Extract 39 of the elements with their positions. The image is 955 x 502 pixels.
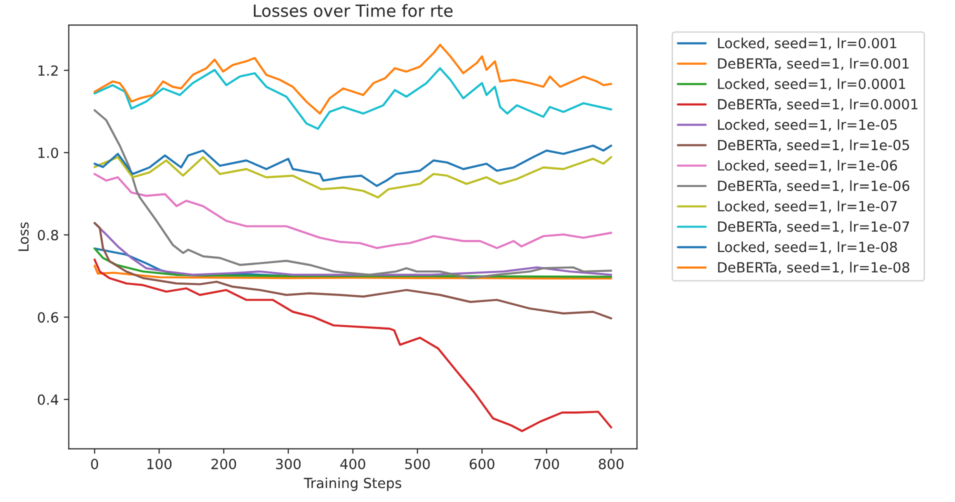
- legend-label: DeBERTa, seed=1, lr=0.0001: [718, 98, 918, 111]
- line-series: [94, 109, 612, 280]
- y-tick-label: 0.6: [38, 312, 58, 323]
- x-tick-label: 400: [340, 458, 366, 470]
- y-tick-label: 0.8: [38, 230, 58, 240]
- x-tick-label: 800: [598, 458, 624, 470]
- x-tick-label: 100: [147, 458, 172, 470]
- y-tick-label: 0.4: [38, 394, 58, 405]
- x-tick-label: 700: [534, 458, 559, 470]
- y-axis-title: Loss: [18, 222, 29, 251]
- legend-label: DeBERTa, seed=1, lr=1e-06: [718, 180, 910, 192]
- x-tick-label: 600: [470, 458, 494, 470]
- y-tick-label: 1.2: [38, 65, 58, 76]
- legend-label: Locked, seed=1, lr=1e-08: [718, 241, 897, 254]
- legend-label: Locked, seed=1, lr=1e-06: [718, 160, 897, 172]
- legend-label: DeBERTa, seed=1, lr=0.001: [718, 58, 909, 70]
- x-tick-label: 0: [91, 458, 98, 470]
- legend-label: Locked, seed=1, lr=0.0001: [718, 78, 906, 91]
- legend-label: Locked, seed=1, lr=0.001: [718, 38, 896, 50]
- legend-label: DeBERTa, seed=1, lr=1e-07: [718, 221, 910, 234]
- line-series: [94, 144, 612, 187]
- line-series: [94, 67, 612, 130]
- legend-label: DeBERTa, seed=1, lr=1e-08: [718, 262, 910, 274]
- chart-title: Losses over Time for rte: [254, 4, 453, 18]
- legend-label: Locked, seed=1, lr=1e-07: [718, 200, 897, 213]
- line-series: [94, 264, 612, 280]
- line-series: [94, 156, 612, 198]
- line-series: [94, 258, 612, 432]
- line-series: [94, 222, 612, 320]
- x-tick-label: 300: [276, 458, 301, 470]
- legend-label: Locked, seed=1, lr=1e-05: [718, 119, 897, 132]
- x-tick-label: 500: [405, 458, 430, 470]
- x-tick-label: 200: [211, 458, 236, 470]
- line-series: [94, 172, 612, 250]
- legend-label: DeBERTa, seed=1, lr=1e-05: [718, 140, 910, 152]
- y-tick-label: 1.0: [38, 148, 58, 158]
- line-series: [94, 44, 612, 115]
- line-series: [94, 247, 612, 278]
- x-axis-title: Training Steps: [304, 478, 402, 491]
